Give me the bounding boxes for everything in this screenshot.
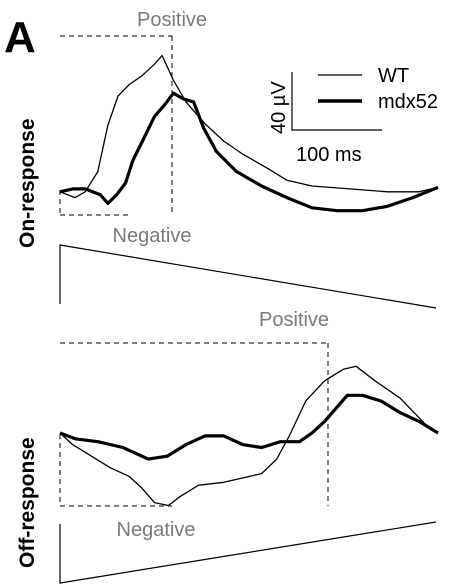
on-positive-label: Positive xyxy=(137,9,207,31)
off-response-mdx52-trace xyxy=(59,393,439,461)
scale-bar-lines xyxy=(291,72,382,131)
row-label-off: Off-response xyxy=(16,437,39,568)
on-stimulus-ramp xyxy=(59,244,437,309)
off-stimulus-ramp xyxy=(59,521,437,584)
on-negative-label: Negative xyxy=(113,225,192,247)
panel-letter: A xyxy=(4,13,36,62)
scale-bar-vertical-label: 40 µV xyxy=(268,81,290,134)
off-response-wt-trace xyxy=(59,365,439,507)
on-response-wt-trace xyxy=(59,54,439,199)
legend-mdx52-label: mdx52 xyxy=(378,91,438,113)
off-positive-label: Positive xyxy=(259,309,329,331)
scale-bar-horizontal-label: 100 ms xyxy=(296,144,362,166)
on-guides xyxy=(59,35,173,216)
on-response-mdx52-trace xyxy=(59,91,439,213)
off-negative-label: Negative xyxy=(117,519,196,541)
scale-bar: 40 µV 100 ms xyxy=(268,72,382,166)
legend: WT mdx52 xyxy=(318,65,438,113)
off-guides xyxy=(59,342,329,507)
legend-wt-label: WT xyxy=(378,65,409,87)
row-label-on: On-response xyxy=(16,118,39,248)
